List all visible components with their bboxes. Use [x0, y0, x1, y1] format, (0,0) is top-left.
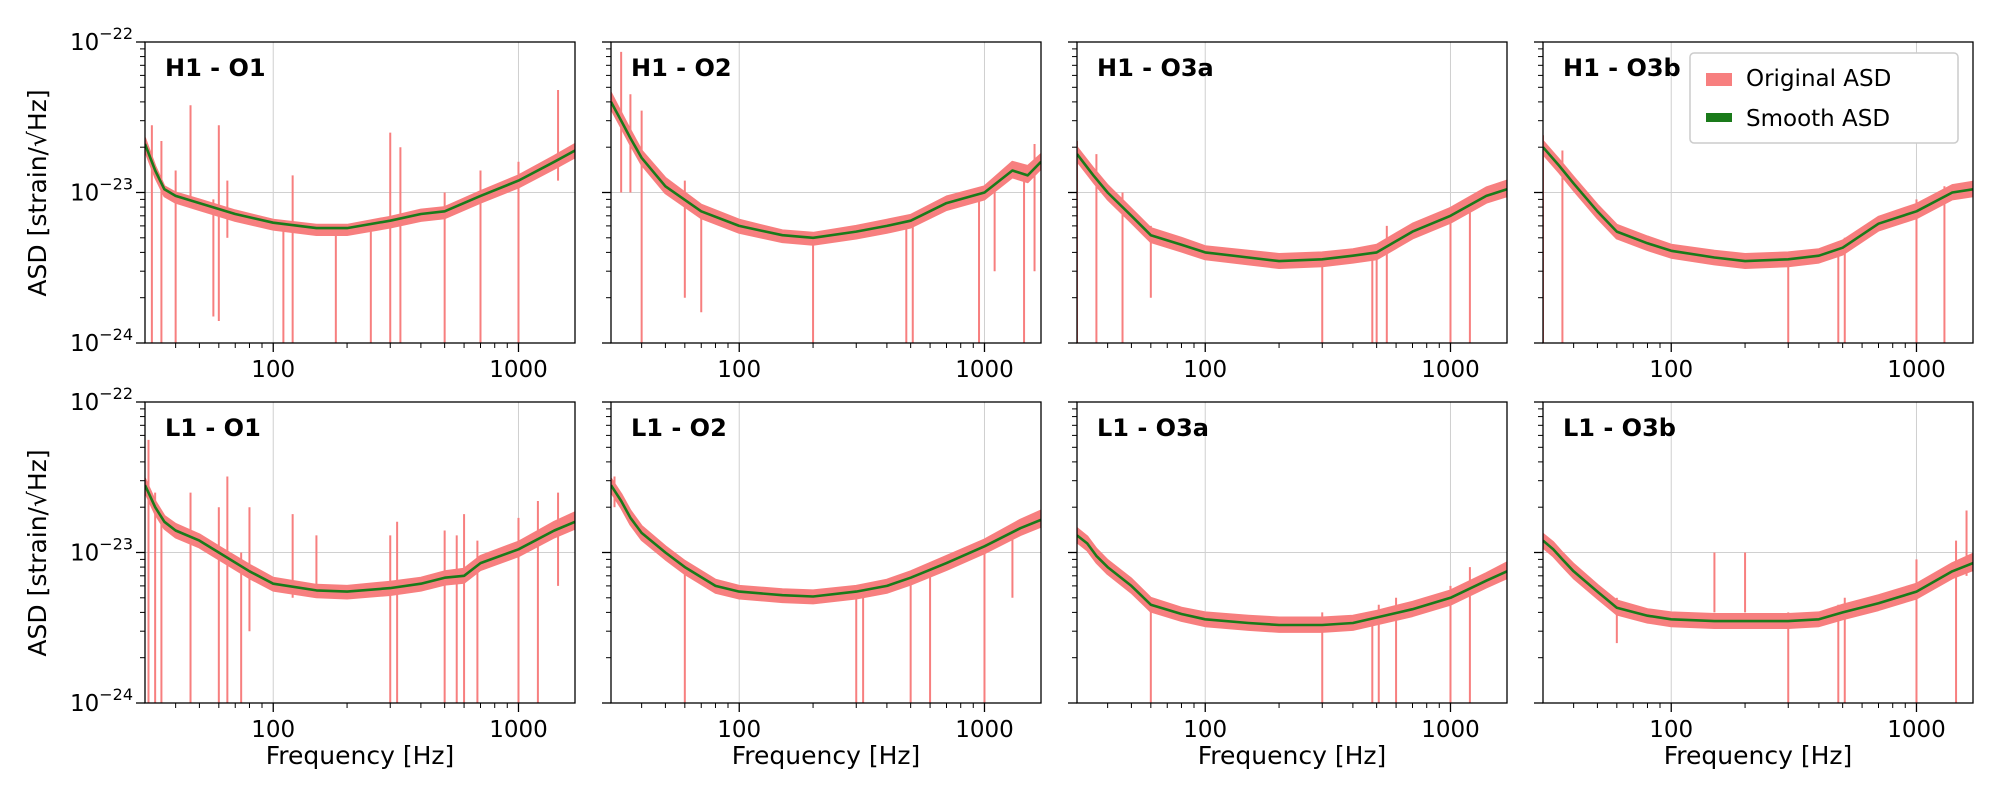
- x-tick-label: 1000: [489, 357, 548, 383]
- x-tick-label: 100: [1649, 717, 1693, 743]
- panel-frame: [144, 401, 576, 704]
- original-asd-band: [1543, 140, 1973, 269]
- smooth-asd-line: [1543, 146, 1973, 263]
- original-asd-band: [1077, 146, 1507, 269]
- panel-frame: [1076, 401, 1508, 704]
- panel-frame: [610, 401, 1042, 704]
- legend-smooth-swatch: [1706, 113, 1732, 122]
- x-tick-label: 1000: [955, 717, 1014, 743]
- panel-title: H1 - O2: [631, 54, 732, 82]
- original-asd-band: [145, 137, 575, 236]
- panel-8: 100 1000 L1 - O3b: [1534, 401, 1974, 743]
- panel-title: H1 - O1: [165, 54, 266, 82]
- x-tick-label: 100: [251, 717, 295, 743]
- original-asd-band: [145, 477, 575, 600]
- panel-data: [145, 89, 575, 343]
- y-tick-label: 10−23: [70, 535, 133, 567]
- original-asd-band: [1077, 527, 1507, 633]
- panel-title: H1 - O3b: [1563, 54, 1681, 82]
- y-tick-label: 10−22: [70, 384, 133, 416]
- legend-original-swatch: [1706, 73, 1732, 86]
- panel-data: [1543, 135, 1973, 343]
- x-axis-label-3: Frequency [Hz]: [1198, 741, 1387, 770]
- legend-smooth-label: Smooth ASD: [1746, 106, 1890, 132]
- panel-title: H1 - O3a: [1097, 54, 1214, 82]
- x-tick-label: 100: [1183, 717, 1227, 743]
- y-tick-label: 10−23: [70, 175, 133, 207]
- panel-data: [611, 476, 1041, 703]
- panel-data: [1077, 140, 1507, 343]
- panel-frame: [144, 41, 576, 344]
- smooth-asd-line: [145, 143, 575, 230]
- panels-layer: 100 1000 10−24 10−23 10−22 H1 - O1 100 1000 H1 -…: [70, 24, 1974, 743]
- x-tick-label: 100: [717, 357, 761, 383]
- original-asd-band: [611, 477, 1041, 605]
- smooth-asd-line: [1077, 153, 1507, 263]
- panel-6: 100 1000 L1 - O2: [602, 401, 1042, 743]
- legend: Original ASD Smooth ASD: [1689, 52, 1959, 144]
- x-axis-label-1: Frequency [Hz]: [266, 741, 455, 770]
- panel-3: 100 1000 H1 - O3a: [1068, 41, 1508, 383]
- y-tick-label: 10−22: [70, 24, 133, 56]
- panel-frame: [1076, 41, 1508, 344]
- panel-title: L1 - O3a: [1097, 414, 1209, 442]
- panel-data: [145, 439, 575, 703]
- original-asd-band: [611, 91, 1041, 246]
- panel-4: 100 1000 H1 - O3b: [1534, 41, 1974, 383]
- panel-frame: [1542, 41, 1974, 344]
- panel-data: [1543, 510, 1973, 703]
- x-tick-label: 100: [1183, 357, 1227, 383]
- x-tick-label: 100: [1649, 357, 1693, 383]
- panel-title: L1 - O2: [631, 414, 727, 442]
- x-axis-label-2: Frequency [Hz]: [732, 741, 921, 770]
- smooth-asd-line: [145, 484, 575, 593]
- panel-title: L1 - O3b: [1563, 414, 1676, 442]
- x-tick-label: 100: [717, 717, 761, 743]
- panel-frame: [610, 41, 1042, 344]
- x-tick-label: 1000: [1421, 357, 1480, 383]
- panel-data: [611, 51, 1041, 343]
- y-axis-label-bottom: ASD [strain/√Hz]: [23, 449, 52, 656]
- smooth-asd-line: [1077, 534, 1507, 627]
- smooth-asd-line: [1543, 539, 1973, 623]
- x-tick-label: 1000: [489, 717, 548, 743]
- smooth-asd-line: [611, 484, 1041, 598]
- smooth-asd-line: [611, 101, 1041, 240]
- panel-data: [1077, 527, 1507, 703]
- legend-box: [1689, 52, 1959, 144]
- panel-1: 100 1000 10−24 10−23 10−22 H1 - O1: [70, 24, 576, 383]
- panel-7: 100 1000 L1 - O3a: [1068, 401, 1508, 743]
- legend-original-label: Original ASD: [1746, 66, 1891, 92]
- y-tick-label: 10−24: [70, 325, 133, 357]
- y-axis-label-top: ASD [strain/√Hz]: [23, 89, 52, 296]
- y-tick-label: 10−24: [70, 685, 133, 717]
- panel-frame: [1542, 401, 1974, 704]
- panel-title: L1 - O1: [165, 414, 261, 442]
- panel-5: 100 1000 10−24 10−23 10−22 L1 - O1: [70, 384, 576, 743]
- x-tick-label: 1000: [1887, 357, 1946, 383]
- x-axis-label-4: Frequency [Hz]: [1664, 741, 1853, 770]
- panel-2: 100 1000 H1 - O2: [602, 41, 1042, 383]
- x-tick-label: 1000: [1887, 717, 1946, 743]
- x-tick-label: 1000: [1421, 717, 1480, 743]
- x-tick-label: 1000: [955, 357, 1014, 383]
- x-tick-label: 100: [251, 357, 295, 383]
- original-asd-band: [1543, 532, 1973, 629]
